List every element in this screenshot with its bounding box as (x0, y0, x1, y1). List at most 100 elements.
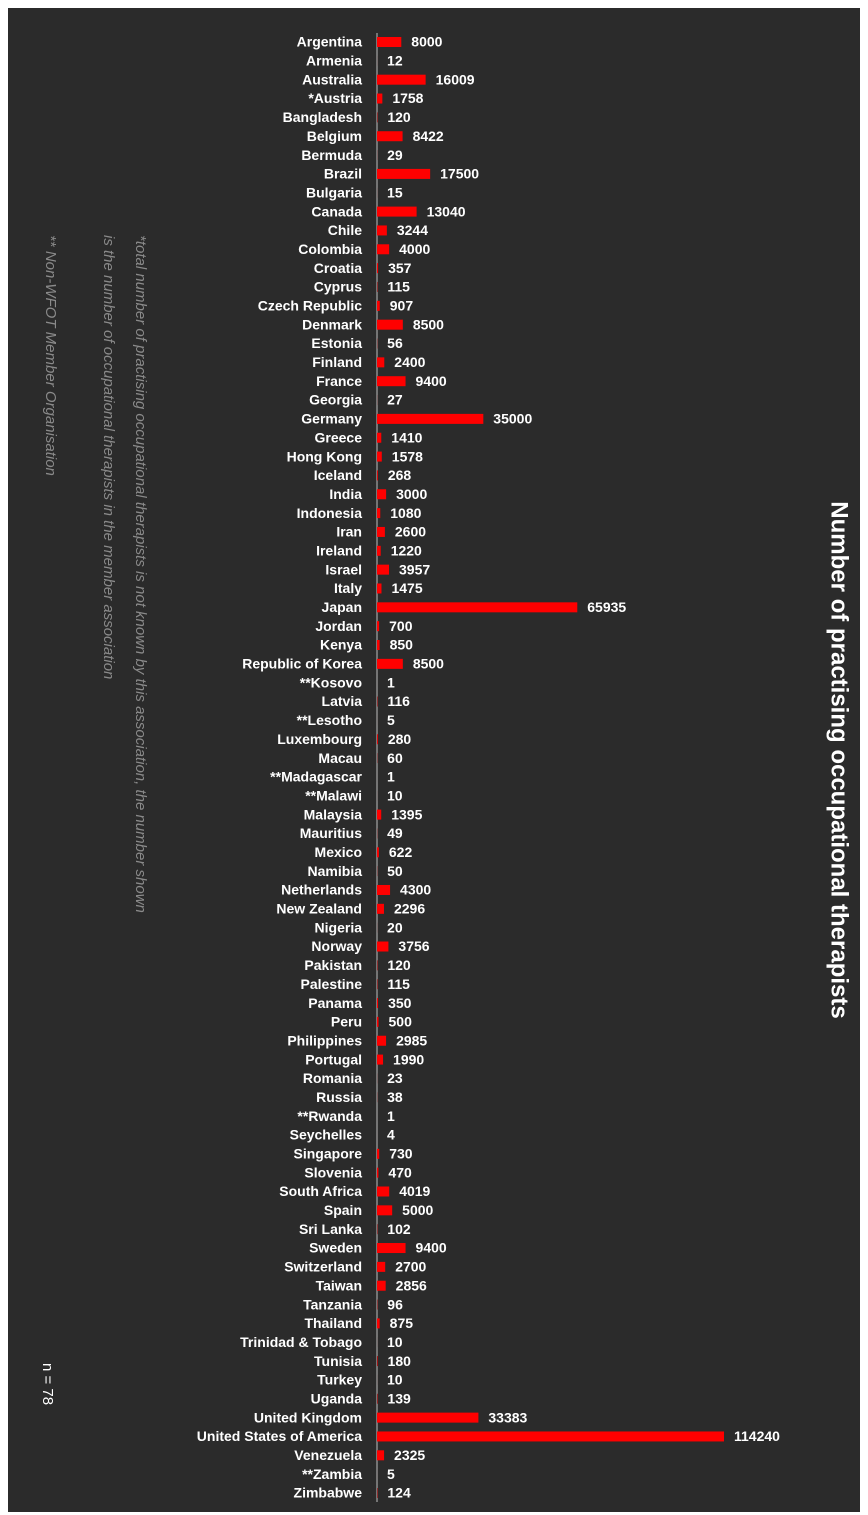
chart-title: Number of practising occupational therap… (826, 501, 853, 1018)
value-label: 1395 (391, 806, 422, 822)
category-label: Sweden (309, 1240, 362, 1256)
bar (377, 1186, 390, 1197)
category-label: Russia (316, 1089, 362, 1105)
value-label: 115 (387, 279, 410, 295)
category-label: New Zealand (276, 901, 362, 917)
value-label: 10 (387, 1372, 403, 1388)
category-label: Belgium (307, 128, 362, 144)
value-label: 357 (388, 260, 412, 276)
value-label: 29 (387, 147, 403, 163)
value-label: 1 (387, 1108, 395, 1124)
category-label: Pakistan (304, 957, 362, 973)
category-label: Malaysia (304, 806, 363, 822)
category-label: Georgia (309, 392, 362, 408)
category-label: Jordan (315, 618, 362, 634)
value-label: 35000 (493, 411, 532, 427)
value-label: 2296 (394, 901, 425, 917)
category-label: Japan (322, 599, 362, 615)
category-label: Seychelles (290, 1127, 363, 1143)
value-label: 907 (390, 298, 414, 314)
category-label: Panama (308, 995, 362, 1011)
value-label: 27 (387, 392, 403, 408)
category-label: Armenia (306, 53, 362, 69)
bar (377, 244, 390, 255)
value-label: 10 (387, 787, 403, 803)
category-label: South Africa (279, 1183, 362, 1199)
value-label: 700 (389, 618, 413, 634)
value-label: 115 (387, 976, 410, 992)
category-label: Latvia (322, 693, 363, 709)
category-label: Portugal (305, 1051, 362, 1067)
value-label: 56 (387, 335, 403, 351)
bar (377, 640, 380, 651)
category-label: Palestine (301, 976, 363, 992)
value-label: 2400 (394, 354, 425, 370)
value-label: 5000 (402, 1202, 433, 1218)
category-label: Taiwan (316, 1277, 362, 1293)
value-label: 350 (388, 995, 412, 1011)
category-label: Bulgaria (306, 184, 362, 200)
bar (377, 376, 406, 387)
value-label: 9400 (416, 373, 447, 389)
category-label: Finland (312, 354, 362, 370)
bar (377, 489, 387, 500)
value-label: 2700 (395, 1259, 426, 1275)
bar (377, 1035, 387, 1046)
category-label: Germany (301, 411, 362, 427)
value-label: 60 (387, 750, 403, 766)
bar (377, 508, 381, 519)
category-label: Nigeria (315, 919, 363, 935)
value-label: 4 (387, 1127, 395, 1143)
category-label: Macau (318, 750, 362, 766)
value-label: 875 (390, 1315, 414, 1331)
value-label: 1578 (392, 448, 423, 464)
bar (377, 1280, 386, 1291)
footnote: *total number of practising occupational… (132, 235, 149, 913)
value-label: 1 (387, 674, 395, 690)
footnote: ** Non-WFOT Member Organisation (42, 235, 59, 476)
value-label: 23 (387, 1070, 403, 1086)
value-label: 2600 (395, 524, 426, 540)
value-label: 10 (387, 1334, 403, 1350)
value-label: 65935 (587, 599, 626, 615)
category-label: Bangladesh (283, 109, 362, 125)
bar (377, 564, 390, 575)
bar (377, 1261, 386, 1272)
category-label: Denmark (302, 316, 362, 332)
value-label: 120 (387, 957, 411, 973)
value-label: 3957 (399, 561, 430, 577)
category-label: Hong Kong (287, 448, 362, 464)
bar (377, 1167, 379, 1178)
category-label: India (329, 486, 362, 502)
value-label: 96 (387, 1296, 403, 1312)
bar (377, 1016, 379, 1027)
bar (377, 526, 385, 537)
category-label: **Lesotho (297, 712, 362, 728)
value-label: 2325 (394, 1447, 425, 1463)
bar (377, 1431, 724, 1442)
category-label: Argentina (297, 34, 363, 50)
value-label: 5 (387, 1466, 395, 1482)
category-label: Zimbabwe (294, 1485, 363, 1501)
bar (377, 602, 578, 613)
bar (377, 206, 417, 217)
value-label: 20 (387, 919, 403, 935)
category-label: Peru (331, 1014, 362, 1030)
bar (377, 432, 382, 443)
category-label: Indonesia (297, 505, 363, 521)
value-label: 470 (388, 1164, 412, 1180)
category-label: Tunisia (314, 1353, 362, 1369)
bar (377, 1205, 393, 1216)
category-label: Namibia (308, 863, 363, 879)
bar (377, 734, 378, 745)
value-label: 49 (387, 825, 403, 841)
bar (377, 470, 378, 481)
category-label: Trinidad & Tobago (240, 1334, 362, 1350)
value-label: 50 (387, 863, 403, 879)
value-label: 2856 (396, 1277, 427, 1293)
bar (377, 809, 382, 820)
category-label: Republic of Korea (242, 656, 362, 672)
bar (377, 998, 379, 1009)
category-label: United States of America (197, 1428, 362, 1444)
